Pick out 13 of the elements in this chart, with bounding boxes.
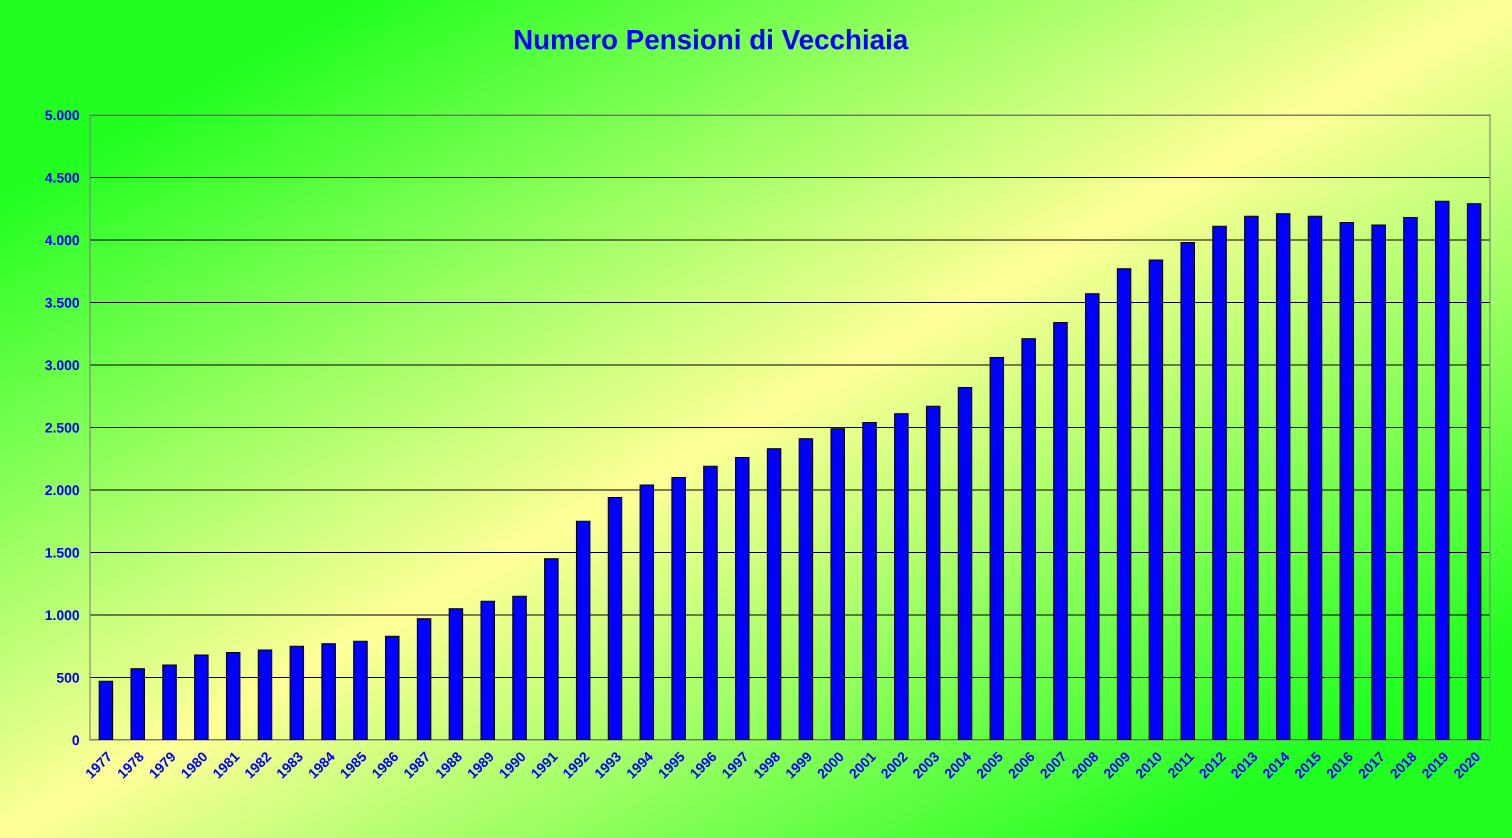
y-tick-label: 4.000 (45, 235, 80, 246)
y-tick-label: 1.500 (45, 547, 80, 558)
y-tick-label: 5.000 (45, 110, 80, 121)
y-tick-label: 0 (72, 735, 80, 746)
y-tick-label: 1.000 (45, 610, 80, 621)
y-tick-label: 2.000 (45, 485, 80, 496)
y-tick-label: 2.500 (45, 422, 80, 433)
y-tick-label: 3.500 (45, 297, 80, 308)
y-tick-label: 4.500 (45, 172, 80, 183)
y-tick-label: 3.000 (45, 360, 80, 371)
chart-title: Numero Pensioni di Vecchiaia (514, 29, 909, 50)
bar (98, 680, 114, 740)
y-tick-label: 500 (56, 672, 80, 683)
